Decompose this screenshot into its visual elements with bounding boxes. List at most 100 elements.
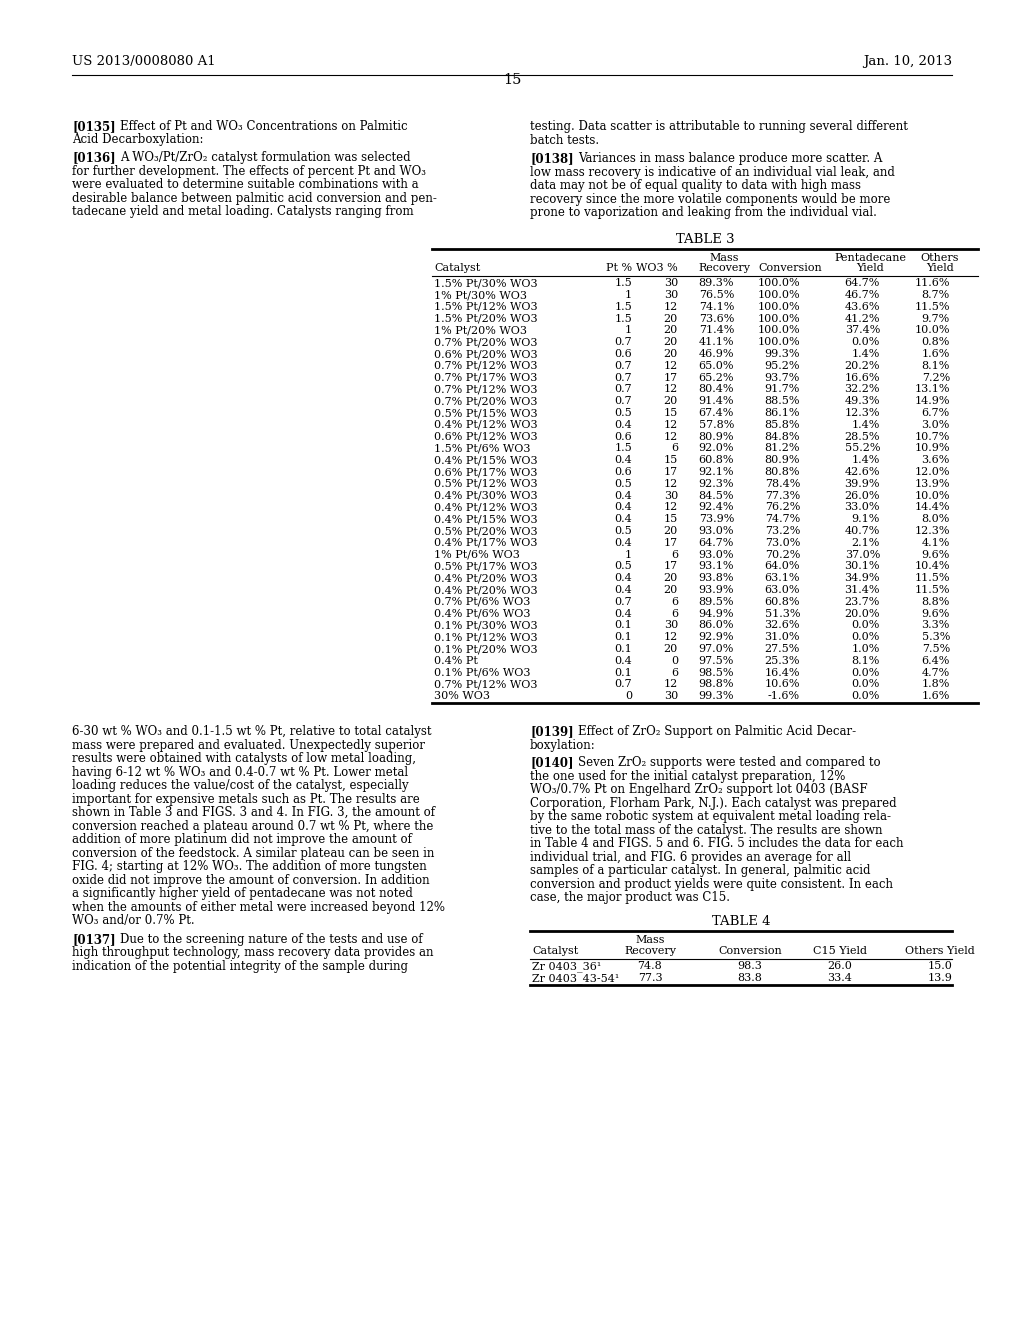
Text: 65.2%: 65.2% (698, 372, 734, 383)
Text: 12: 12 (664, 432, 678, 442)
Text: 0.7: 0.7 (614, 396, 632, 407)
Text: 60.8%: 60.8% (765, 597, 800, 607)
Text: 78.4%: 78.4% (765, 479, 800, 488)
Text: WO3 %: WO3 % (636, 264, 678, 273)
Text: Effect of Pt and WO₃ Concentrations on Palmitic: Effect of Pt and WO₃ Concentrations on P… (120, 120, 408, 133)
Text: 30.1%: 30.1% (845, 561, 880, 572)
Text: 46.7%: 46.7% (845, 290, 880, 300)
Text: 0.4% Pt/20% WO3: 0.4% Pt/20% WO3 (434, 573, 538, 583)
Text: 1.6%: 1.6% (922, 692, 950, 701)
Text: 99.3%: 99.3% (765, 348, 800, 359)
Text: 0.4: 0.4 (614, 573, 632, 583)
Text: 0.4% Pt/12% WO3: 0.4% Pt/12% WO3 (434, 503, 538, 512)
Text: 0.1% Pt/12% WO3: 0.1% Pt/12% WO3 (434, 632, 538, 643)
Text: 88.5%: 88.5% (765, 396, 800, 407)
Text: important for expensive metals such as Pt. The results are: important for expensive metals such as P… (72, 792, 420, 805)
Text: 95.2%: 95.2% (765, 360, 800, 371)
Text: 9.6%: 9.6% (922, 609, 950, 619)
Text: Recovery: Recovery (698, 264, 750, 273)
Text: 14.4%: 14.4% (914, 503, 950, 512)
Text: 1.5: 1.5 (614, 302, 632, 312)
Text: 0.1: 0.1 (614, 668, 632, 677)
Text: 1.8%: 1.8% (922, 680, 950, 689)
Text: 0.5: 0.5 (614, 408, 632, 418)
Text: 0.5: 0.5 (614, 479, 632, 488)
Text: batch tests.: batch tests. (530, 133, 599, 147)
Text: 0.0%: 0.0% (852, 337, 880, 347)
Text: 0.1% Pt/6% WO3: 0.1% Pt/6% WO3 (434, 668, 530, 677)
Text: 93.0%: 93.0% (698, 527, 734, 536)
Text: 1.5: 1.5 (614, 279, 632, 288)
Text: were evaluated to determine suitable combinations with a: were evaluated to determine suitable com… (72, 178, 419, 191)
Text: TABLE 4: TABLE 4 (712, 915, 770, 928)
Text: 86.0%: 86.0% (698, 620, 734, 631)
Text: 43.6%: 43.6% (845, 302, 880, 312)
Text: 12.0%: 12.0% (914, 467, 950, 477)
Text: 55.2%: 55.2% (845, 444, 880, 454)
Text: 100.0%: 100.0% (758, 302, 800, 312)
Text: 10.7%: 10.7% (914, 432, 950, 442)
Text: 26.0: 26.0 (827, 961, 852, 972)
Text: A WO₃/Pt/ZrO₂ catalyst formulation was selected: A WO₃/Pt/ZrO₂ catalyst formulation was s… (120, 150, 411, 164)
Text: 1: 1 (625, 290, 632, 300)
Text: 93.7%: 93.7% (765, 372, 800, 383)
Text: 0.4% Pt/20% WO3: 0.4% Pt/20% WO3 (434, 585, 538, 595)
Text: the one used for the initial catalyst preparation, 12%: the one used for the initial catalyst pr… (530, 770, 846, 783)
Text: 0.5% Pt/20% WO3: 0.5% Pt/20% WO3 (434, 527, 538, 536)
Text: 0.0%: 0.0% (852, 692, 880, 701)
Text: 10.0%: 10.0% (914, 326, 950, 335)
Text: 81.2%: 81.2% (765, 444, 800, 454)
Text: 70.2%: 70.2% (765, 549, 800, 560)
Text: 74.1%: 74.1% (698, 302, 734, 312)
Text: 80.9%: 80.9% (698, 432, 734, 442)
Text: 6: 6 (671, 597, 678, 607)
Text: 86.1%: 86.1% (765, 408, 800, 418)
Text: 0: 0 (625, 692, 632, 701)
Text: 17: 17 (664, 537, 678, 548)
Text: mass were prepared and evaluated. Unexpectedly superior: mass were prepared and evaluated. Unexpe… (72, 739, 425, 751)
Text: 28.5%: 28.5% (845, 432, 880, 442)
Text: 12: 12 (664, 479, 678, 488)
Text: 83.8: 83.8 (737, 973, 763, 983)
Text: 46.9%: 46.9% (698, 348, 734, 359)
Text: 4.1%: 4.1% (922, 537, 950, 548)
Text: 2.1%: 2.1% (852, 537, 880, 548)
Text: 7.2%: 7.2% (922, 372, 950, 383)
Text: indication of the potential integrity of the sample during: indication of the potential integrity of… (72, 960, 408, 973)
Text: Yield: Yield (856, 264, 884, 273)
Text: 6: 6 (671, 444, 678, 454)
Text: 63.1%: 63.1% (765, 573, 800, 583)
Text: 15: 15 (503, 73, 521, 87)
Text: 100.0%: 100.0% (758, 326, 800, 335)
Text: 1.5: 1.5 (614, 314, 632, 323)
Text: 65.0%: 65.0% (698, 360, 734, 371)
Text: 41.2%: 41.2% (845, 314, 880, 323)
Text: Acid Decarboxylation:: Acid Decarboxylation: (72, 133, 204, 147)
Text: [0135]: [0135] (72, 120, 116, 133)
Text: 64.7%: 64.7% (698, 537, 734, 548)
Text: 49.3%: 49.3% (845, 396, 880, 407)
Text: 26.0%: 26.0% (845, 491, 880, 500)
Text: 92.1%: 92.1% (698, 467, 734, 477)
Text: desirable balance between palmitic acid conversion and pen-: desirable balance between palmitic acid … (72, 191, 437, 205)
Text: 20: 20 (664, 527, 678, 536)
Text: 12: 12 (664, 632, 678, 643)
Text: 0.4% Pt/30% WO3: 0.4% Pt/30% WO3 (434, 491, 538, 500)
Text: Yield: Yield (926, 264, 954, 273)
Text: 0.7% Pt/6% WO3: 0.7% Pt/6% WO3 (434, 597, 530, 607)
Text: 10.6%: 10.6% (765, 680, 800, 689)
Text: 12.3%: 12.3% (914, 527, 950, 536)
Text: 0.4% Pt/12% WO3: 0.4% Pt/12% WO3 (434, 420, 538, 430)
Text: 93.1%: 93.1% (698, 561, 734, 572)
Text: 64.0%: 64.0% (765, 561, 800, 572)
Text: 1.4%: 1.4% (852, 420, 880, 430)
Text: 0.0%: 0.0% (852, 620, 880, 631)
Text: 4.7%: 4.7% (922, 668, 950, 677)
Text: conversion and product yields were quite consistent. In each: conversion and product yields were quite… (530, 878, 893, 891)
Text: 34.9%: 34.9% (845, 573, 880, 583)
Text: 31.4%: 31.4% (845, 585, 880, 595)
Text: 0: 0 (671, 656, 678, 665)
Text: 20.0%: 20.0% (845, 609, 880, 619)
Text: 8.0%: 8.0% (922, 515, 950, 524)
Text: Corporation, Florham Park, N.J.). Each catalyst was prepared: Corporation, Florham Park, N.J.). Each c… (530, 796, 897, 809)
